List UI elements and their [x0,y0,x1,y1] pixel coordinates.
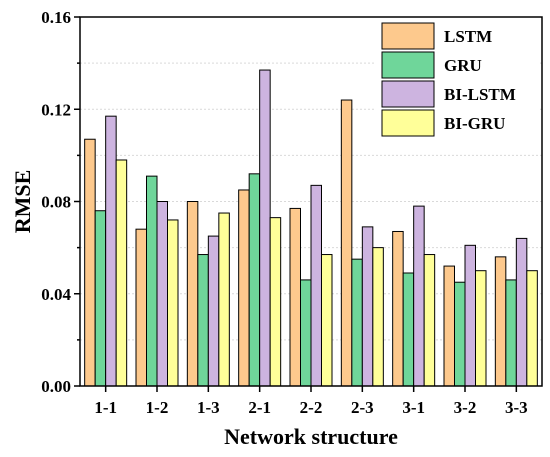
legend-swatch-gru [381,51,435,79]
y-tick-label: 0.08 [41,193,71,212]
x-tick-label: 2-1 [248,398,271,417]
bar-gru-3-1 [402,272,415,387]
x-tick-label: 2-3 [351,398,374,417]
bar-bi-lstm-1-2 [156,201,168,387]
bar-bi-lstm-2-3 [361,226,374,387]
x-tick-label: 3-1 [402,398,425,417]
bar-lstm-1-3 [186,201,199,387]
legend-swatch-lstm [381,22,435,50]
legend-swatch-bi-lstm [381,80,435,108]
axis-ticks: 0.00 0.04 0.08 0.12 0.16 1-1 1-2 1-3 2-1 2-2 2-3 3-… [41,8,527,417]
bar-bi-lstm-2-1 [259,69,271,387]
bar-bi-gru-2-2 [321,254,333,387]
bar-lstm-2-1 [238,189,250,387]
bar-gru-3-3 [505,279,517,387]
bar-gru-1-1 [94,210,107,387]
bar-gru-1-2 [146,175,158,387]
x-tick-label: 1-2 [146,398,169,417]
bar-bi-gru-3-1 [423,254,436,387]
bar-lstm-2-3 [340,99,353,387]
bar-bi-lstm-1-3 [207,235,220,387]
bar-bi-lstm-2-2 [310,184,322,387]
bar-gru-3-2 [454,281,466,387]
x-tick-label: 3-3 [505,398,528,417]
y-tick-label: 0.04 [41,285,71,304]
bar-bi-gru-3-2 [475,270,487,387]
bar-bi-lstm-1-1 [105,115,117,387]
bar-lstm-1-2 [135,228,147,387]
bar-lstm-3-3 [494,256,507,387]
legend: LSTM GRU BI-LSTM BI-GRU [376,18,539,140]
bar-bi-gru-1-1 [115,159,128,387]
x-axis-title: Network structure [224,424,398,449]
x-tick-label: 2-2 [300,398,323,417]
x-tick-label: 3-2 [454,398,477,417]
bar-bi-gru-1-3 [218,212,230,387]
y-tick-label: 0.12 [41,100,71,119]
legend-swatch-bi-gru [381,109,435,137]
y-tick-label: 0.16 [41,8,71,27]
legend-label: BI-GRU [444,114,505,133]
bar-lstm-3-2 [443,265,455,387]
bar-gru-2-2 [300,279,312,387]
bar-bi-lstm-3-1 [413,205,425,387]
x-tick-label: 1-1 [94,398,117,417]
legend-label: LSTM [444,27,492,46]
bar-bi-gru-2-3 [372,247,384,387]
y-tick-label: 0.00 [41,377,71,396]
bar-bi-gru-2-1 [269,217,282,387]
bar-lstm-2-2 [289,207,301,387]
bar-bi-gru-1-2 [167,219,179,387]
bar-gru-2-3 [351,258,363,387]
bar-gru-1-3 [197,254,209,387]
y-axis-title: RMSE [10,170,35,234]
legend-label: BI-LSTM [444,85,516,104]
legend-label: GRU [444,56,482,75]
bar-lstm-3-1 [392,230,404,387]
bar-bi-gru-3-3 [526,270,538,387]
bar-gru-2-1 [248,173,261,387]
x-tick-label: 1-3 [197,398,220,417]
bar-bi-lstm-3-3 [515,237,528,387]
bar-bi-lstm-3-2 [464,244,476,387]
bar-lstm-1-1 [84,138,96,387]
